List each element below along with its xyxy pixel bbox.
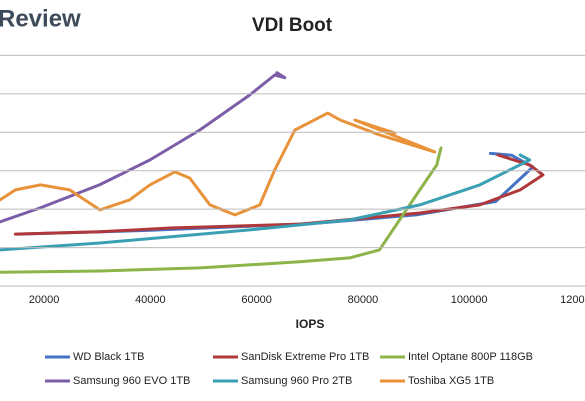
legend-label: Samsung 960 EVO 1TB [73, 375, 190, 387]
chart-title: VDI Boot [252, 15, 333, 36]
legend-label: Intel Optane 800P 118GB [408, 351, 533, 363]
legend-label: Toshiba XG5 1TB [408, 375, 494, 387]
x-tick-label: 20000 [29, 294, 60, 306]
series-line [0, 153, 532, 252]
legend-label: SanDisk Extreme Pro 1TB [241, 351, 369, 363]
x-tick-label: 100000 [451, 294, 488, 306]
x-tick-label: 12000 [560, 294, 585, 306]
legend-label: Samsung 960 Pro 2TB [241, 375, 352, 387]
x-tick-label: 80000 [348, 294, 379, 306]
legend-label: WD Black 1TB [73, 351, 145, 363]
brand: Review [0, 5, 81, 32]
series-line [13, 153, 545, 236]
x-tick-label: 60000 [241, 294, 272, 306]
x-axis-label: IOPS [296, 317, 325, 331]
series-line [0, 71, 287, 224]
x-tick-label: 40000 [135, 294, 166, 306]
series-line [0, 146, 443, 274]
